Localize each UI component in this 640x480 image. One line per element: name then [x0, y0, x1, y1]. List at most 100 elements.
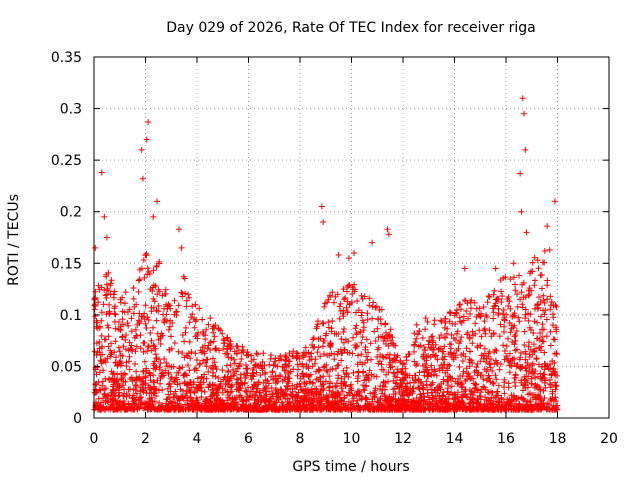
- data-point: [172, 400, 179, 407]
- data-point: [335, 252, 342, 259]
- data-point: [481, 325, 488, 332]
- data-point: [322, 300, 329, 307]
- data-point: [141, 274, 148, 281]
- data-point: [456, 302, 463, 309]
- data-point: [441, 361, 448, 368]
- data-point: [466, 348, 473, 355]
- data-point: [126, 339, 133, 346]
- data-point: [433, 372, 440, 379]
- data-point: [358, 292, 365, 299]
- data-point: [338, 385, 345, 392]
- data-point: [472, 398, 479, 405]
- data-point: [283, 382, 290, 389]
- data-point: [250, 373, 257, 380]
- data-point: [348, 387, 355, 394]
- data-point: [250, 364, 257, 371]
- data-point: [105, 399, 112, 406]
- data-point: [96, 369, 103, 376]
- data-point: [375, 334, 382, 341]
- data-point: [153, 317, 160, 324]
- data-point: [456, 398, 463, 405]
- data-point: [505, 384, 512, 391]
- data-point: [229, 395, 236, 402]
- data-point: [524, 360, 531, 367]
- data-point: [366, 302, 373, 309]
- data-point: [129, 347, 136, 354]
- data-point: [124, 319, 131, 326]
- data-point: [268, 384, 275, 391]
- data-point: [192, 365, 199, 372]
- data-point: [284, 378, 291, 385]
- data-point: [201, 348, 208, 355]
- y-tick-label: 0: [73, 411, 82, 427]
- data-point: [176, 364, 183, 371]
- data-point: [488, 401, 495, 408]
- data-point: [279, 406, 286, 413]
- data-point: [499, 292, 506, 299]
- data-point: [117, 362, 124, 369]
- data-point: [418, 398, 425, 405]
- data-point: [236, 387, 243, 394]
- data-point: [114, 363, 121, 370]
- data-point: [381, 392, 388, 399]
- data-point: [440, 376, 447, 383]
- data-point: [181, 371, 188, 378]
- data-point: [207, 347, 214, 354]
- data-point: [400, 401, 407, 408]
- data-point: [100, 395, 107, 402]
- data-point: [153, 355, 160, 362]
- data-point: [117, 327, 124, 334]
- data-point: [168, 364, 175, 371]
- data-point: [547, 302, 554, 309]
- data-point: [207, 315, 214, 322]
- data-point: [350, 369, 357, 376]
- data-point: [489, 379, 496, 386]
- data-point: [482, 358, 489, 365]
- data-point: [210, 329, 217, 336]
- data-point: [247, 402, 254, 409]
- data-point: [441, 343, 448, 350]
- data-point: [340, 296, 347, 303]
- data-point: [518, 364, 525, 371]
- data-point: [125, 347, 132, 354]
- data-point: [109, 383, 116, 390]
- data-point: [351, 281, 358, 288]
- data-point: [309, 363, 316, 370]
- data-point: [551, 198, 558, 205]
- data-point: [355, 369, 362, 376]
- data-point: [289, 352, 296, 359]
- data-point: [112, 359, 119, 366]
- data-point: [258, 393, 265, 400]
- data-point: [262, 377, 269, 384]
- data-point: [165, 391, 172, 398]
- data-point: [408, 398, 415, 405]
- data-point: [506, 350, 513, 357]
- data-point: [125, 322, 132, 329]
- data-point: [347, 401, 354, 408]
- data-point: [283, 390, 290, 397]
- data-point: [331, 356, 338, 363]
- data-point: [449, 375, 456, 382]
- data-point: [331, 406, 338, 413]
- data-point: [92, 386, 99, 393]
- data-point: [274, 393, 281, 400]
- data-point: [98, 344, 105, 351]
- data-point: [119, 333, 126, 340]
- data-point: [375, 344, 382, 351]
- data-point: [384, 226, 391, 233]
- data-point: [182, 290, 189, 297]
- data-point: [191, 389, 198, 396]
- data-point: [140, 349, 147, 356]
- data-point: [299, 405, 306, 412]
- data-point: [470, 332, 477, 339]
- data-point: [162, 286, 169, 293]
- data-point: [161, 316, 168, 323]
- data-point: [139, 175, 146, 182]
- data-point: [455, 345, 462, 352]
- data-point: [387, 364, 394, 371]
- data-point: [106, 309, 113, 316]
- data-point: [432, 368, 439, 375]
- data-point: [541, 300, 548, 307]
- data-point: [522, 146, 529, 153]
- data-point: [121, 405, 128, 412]
